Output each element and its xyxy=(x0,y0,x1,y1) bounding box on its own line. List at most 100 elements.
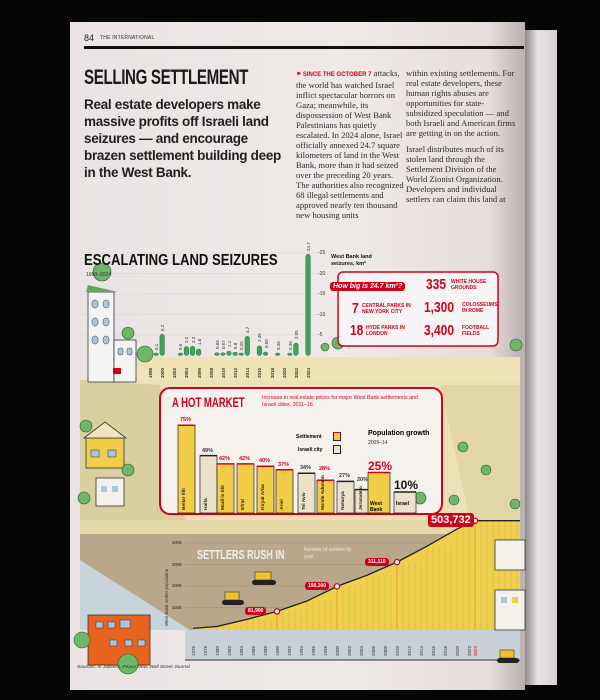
land-bar xyxy=(183,346,189,356)
comparison-label: COLOSSEUMS IN ROME xyxy=(462,302,498,314)
sources-note: Sources: Al Jazeera, Peace Now, Wall Str… xyxy=(77,665,190,670)
land-bar xyxy=(220,352,226,356)
market-category-label: Beitar Illit xyxy=(182,488,187,510)
comparison-label: WHITE HOUSE GROUNDS xyxy=(451,279,487,291)
settlers-x-tick: 2004 xyxy=(359,645,364,656)
tree-icon xyxy=(480,464,492,476)
market-value-label: 42% xyxy=(219,455,231,462)
market-value-label: 28% xyxy=(319,466,331,472)
tree-icon xyxy=(509,338,523,352)
market-category-label: Ma'ale Adumim xyxy=(321,475,326,510)
tree-icon xyxy=(117,653,139,675)
land-bar xyxy=(287,352,293,356)
lead-in: SINCE THE OCTOBER 7 xyxy=(302,72,372,78)
comparison-value: 7 xyxy=(352,300,359,317)
land-x-tick: 2022 xyxy=(293,367,299,378)
market-value-label: 37% xyxy=(278,461,290,468)
settlers-y-tick: 300k xyxy=(172,561,182,567)
body-column-1: ⚑ SINCE THE OCTOBER 7 attacks, the world… xyxy=(296,68,408,220)
market-bars xyxy=(177,424,417,514)
tree-icon xyxy=(448,494,460,506)
market-category-label: Kiryat Arba xyxy=(261,484,266,510)
settlers-y-tick: 100k xyxy=(172,604,182,610)
comparison-label: HYDE PARKS IN LONDON xyxy=(366,325,405,337)
road-slope xyxy=(80,560,190,630)
land-value-label: 2.2 xyxy=(184,336,190,343)
right-building-illustration xyxy=(494,539,526,631)
land-x-tick: 2012 xyxy=(233,367,239,378)
plateau xyxy=(80,520,520,534)
land-y-tick: -20 xyxy=(318,270,326,277)
settlers-ylabel: West Bank settler population xyxy=(164,568,169,626)
settlers-x-tick: 2016 xyxy=(431,645,436,656)
land-x-tick: 2024 xyxy=(306,367,312,378)
population-value-label: 25% xyxy=(368,458,393,473)
land-bar xyxy=(256,345,262,356)
land-value-label: 0.67 xyxy=(220,340,226,350)
annotation-label: 503,732 xyxy=(428,512,474,527)
tree-icon xyxy=(121,463,135,477)
land-bar xyxy=(238,352,244,356)
settlers-x-tick: 1978 xyxy=(203,645,208,656)
legend-settlement: Settlement xyxy=(296,434,322,440)
population-value-label: 10% xyxy=(394,478,419,492)
land-value-label: 0.69 xyxy=(214,340,220,350)
market-chart-subtitle: Increase in real estate prices for major… xyxy=(262,395,418,408)
comparison-value: 3,400 xyxy=(424,322,455,339)
land-x-tick: 2020 xyxy=(281,367,287,378)
settlers-x-tick: 2002 xyxy=(347,645,352,656)
market-category-label: Haifa xyxy=(204,498,209,510)
ground-strip xyxy=(130,357,520,383)
land-x-tick: 1998 xyxy=(148,367,153,378)
tree-icon xyxy=(92,262,112,282)
settlers-x-tick: 2008 xyxy=(383,645,388,656)
comparison-value: 1,300 xyxy=(424,299,455,316)
body-text-2: within existing settlements. For real es… xyxy=(406,68,516,138)
market-value-label: 34% xyxy=(300,465,312,472)
land-value-label: 4.7 xyxy=(245,326,251,333)
annotation-label: 81,900 xyxy=(245,607,267,616)
land-x-tick: 2018 xyxy=(269,367,275,378)
land-value-label: 0.36 xyxy=(275,340,281,350)
land-value-label: 2.36 xyxy=(257,333,263,343)
market-category-label: Modi'in Illit xyxy=(221,485,226,510)
settlers-x-tick: 1982 xyxy=(227,645,232,656)
comparison-label: CENTRAL PARKS IN NEW YORK CITY xyxy=(362,303,411,315)
tree-icon xyxy=(121,326,135,340)
land-chart-title: ESCALATING LAND SEIZURES xyxy=(84,252,278,269)
land-gridlines xyxy=(80,252,318,336)
land-value-label: 0.36 xyxy=(287,340,293,350)
market-value-label: 20% xyxy=(357,477,369,483)
annotation-marker xyxy=(273,608,281,615)
settlers-x-tick: 1996 xyxy=(311,645,316,656)
land-x-tick: 2002 xyxy=(172,367,178,378)
market-category-label: Efrat xyxy=(241,499,246,510)
market-chart-title: A HOT MARKET xyxy=(172,394,245,410)
comparison-label: FOOTBALL FIELDS xyxy=(462,325,490,337)
market-category-label: Tel Aviv xyxy=(302,492,307,510)
headline: SELLING SETTLEMENT xyxy=(84,66,249,89)
land-bar xyxy=(275,352,281,356)
land-bar xyxy=(293,342,299,356)
land-chart-subtitle: 1998–2024 xyxy=(86,272,112,278)
land-bar xyxy=(153,352,159,356)
market-value-label: 27% xyxy=(339,473,351,480)
house-illustration xyxy=(82,421,128,469)
tree-icon xyxy=(79,419,93,433)
land-x-tick: 2016 xyxy=(257,367,263,378)
body-text-1: attacks, the world has watched Israel in… xyxy=(296,68,404,220)
land-x-tick: 2006 xyxy=(196,367,202,378)
population-title: Population growth xyxy=(368,430,430,437)
land-bar xyxy=(159,333,165,356)
land-bar xyxy=(232,352,238,356)
settlers-x-tick: 1986 xyxy=(251,645,256,656)
market-category-label: Jerusalem xyxy=(359,486,364,510)
hill-right xyxy=(440,385,520,520)
land-y-tick: -5 xyxy=(318,332,323,338)
land-y-tick: -10 xyxy=(318,311,326,318)
land-bar xyxy=(263,351,269,356)
tree-icon xyxy=(320,342,330,352)
settlers-x-tick: 2000 xyxy=(335,645,340,656)
land-x-tick: 2000 xyxy=(160,367,166,378)
tree-icon xyxy=(457,441,469,453)
